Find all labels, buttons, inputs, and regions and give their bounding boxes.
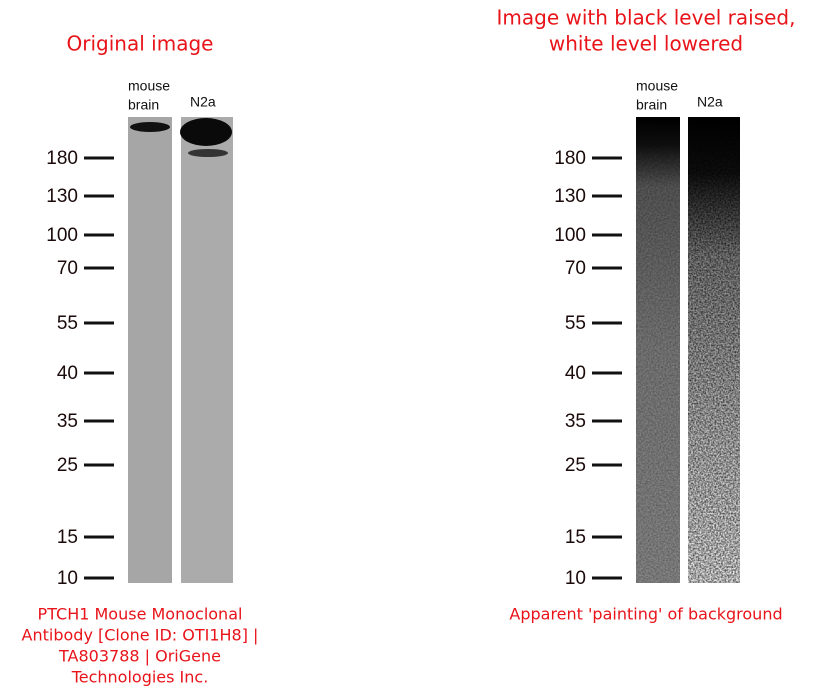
marker-label: 70 — [565, 258, 586, 279]
lane — [128, 117, 172, 583]
marker-label: 15 — [565, 527, 586, 548]
marker-label: 40 — [565, 363, 586, 384]
panel-title: Original image — [67, 32, 214, 56]
marker-label: 55 — [565, 313, 586, 334]
lane-noise — [636, 117, 680, 583]
caption: PTCH1 Mouse Monoclonal — [38, 605, 243, 624]
lane-label: N2a — [190, 94, 216, 110]
lane-label: mouse — [128, 78, 170, 94]
caption: Technologies Inc. — [71, 668, 209, 687]
lane-label: mouse — [636, 78, 678, 94]
lane-noise — [688, 117, 740, 583]
band — [188, 149, 228, 157]
marker-label: 180 — [46, 148, 78, 169]
marker-label: 10 — [565, 568, 586, 589]
band — [130, 122, 170, 132]
marker-label: 100 — [46, 225, 78, 246]
caption: Apparent 'painting' of background — [509, 605, 782, 624]
lane-label: brain — [128, 97, 159, 113]
marker-label: 130 — [46, 186, 78, 207]
marker-label: 35 — [57, 411, 78, 432]
marker-label: 55 — [57, 313, 78, 334]
marker-label: 25 — [565, 455, 586, 476]
marker-label: 130 — [554, 186, 586, 207]
panel-title: Image with black level raised, — [497, 6, 796, 30]
caption: Antibody [Clone ID: OTI1H8] | — [22, 626, 259, 645]
marker-label: 40 — [57, 363, 78, 384]
lane-label: N2a — [697, 94, 723, 110]
caption: TA803788 | OriGene — [58, 647, 221, 666]
marker-label: 35 — [565, 411, 586, 432]
marker-label: 25 — [57, 455, 78, 476]
marker-label: 10 — [57, 568, 78, 589]
marker-label: 100 — [554, 225, 586, 246]
band — [180, 118, 232, 146]
marker-label: 15 — [57, 527, 78, 548]
lane-label: brain — [636, 97, 667, 113]
panel-title: white level lowered — [549, 32, 743, 56]
marker-label: 180 — [554, 148, 586, 169]
marker-label: 70 — [57, 258, 78, 279]
lane — [181, 117, 233, 583]
